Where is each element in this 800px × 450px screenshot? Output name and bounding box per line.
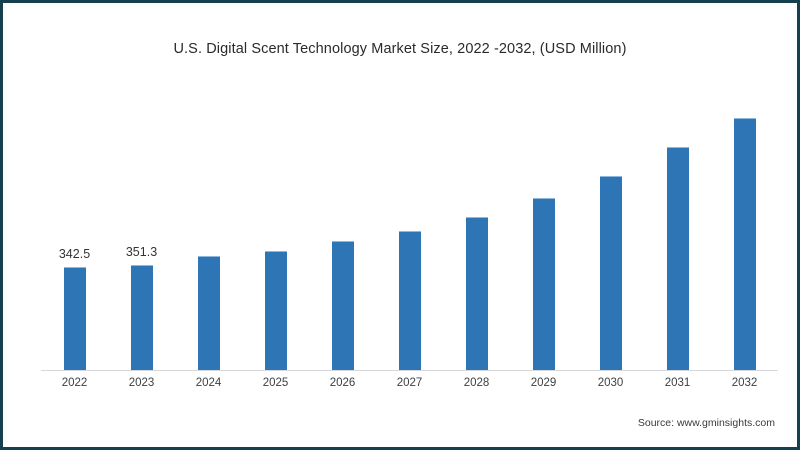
bar-2026[interactable] [331,241,354,371]
bar-column [443,83,510,371]
bar-2030[interactable] [599,176,622,371]
x-tick-label-2031: 2031 [664,377,691,389]
bar-column [242,83,309,371]
bar-column [711,83,778,371]
bar-2028[interactable] [465,217,488,371]
x-tick-label-2025: 2025 [262,377,289,389]
bar-2032[interactable] [733,118,756,371]
x-tick-label-2032: 2032 [731,377,758,389]
bar-column [510,83,577,371]
x-tick-label-2030: 2030 [597,377,624,389]
bar-2029[interactable] [532,198,555,371]
bar-column: 342.5 [41,83,108,371]
bar-2024[interactable] [197,256,220,371]
x-tick-label-2022: 2022 [61,377,88,389]
x-tick-label-2027: 2027 [396,377,423,389]
bar-column [175,83,242,371]
bar-column [376,83,443,371]
bar-2025[interactable] [264,251,287,371]
bar-column [644,83,711,371]
bar-column [309,83,376,371]
bar-2031[interactable] [666,147,689,371]
plot-area: 342.5 351.3 [41,83,778,371]
bar-2022[interactable] [63,267,86,371]
x-tick-label-2029: 2029 [530,377,557,389]
x-axis-line [41,370,778,371]
x-tick-label-2028: 2028 [463,377,490,389]
bar-column: 351.3 [108,83,175,371]
x-tick-label-2026: 2026 [329,377,356,389]
x-tick-label-2023: 2023 [128,377,155,389]
chart-title: U.S. Digital Scent Technology Market Siz… [173,41,627,57]
bar-2027[interactable] [398,231,421,371]
bar-2023[interactable] [130,265,153,371]
source-attribution: Source: www.gminsights.com [637,417,775,429]
bar-value-label-2022: 342.5 [58,247,91,261]
x-tick-label-2024: 2024 [195,377,222,389]
bar-column [577,83,644,371]
bar-value-label-2023: 351.3 [125,245,158,259]
